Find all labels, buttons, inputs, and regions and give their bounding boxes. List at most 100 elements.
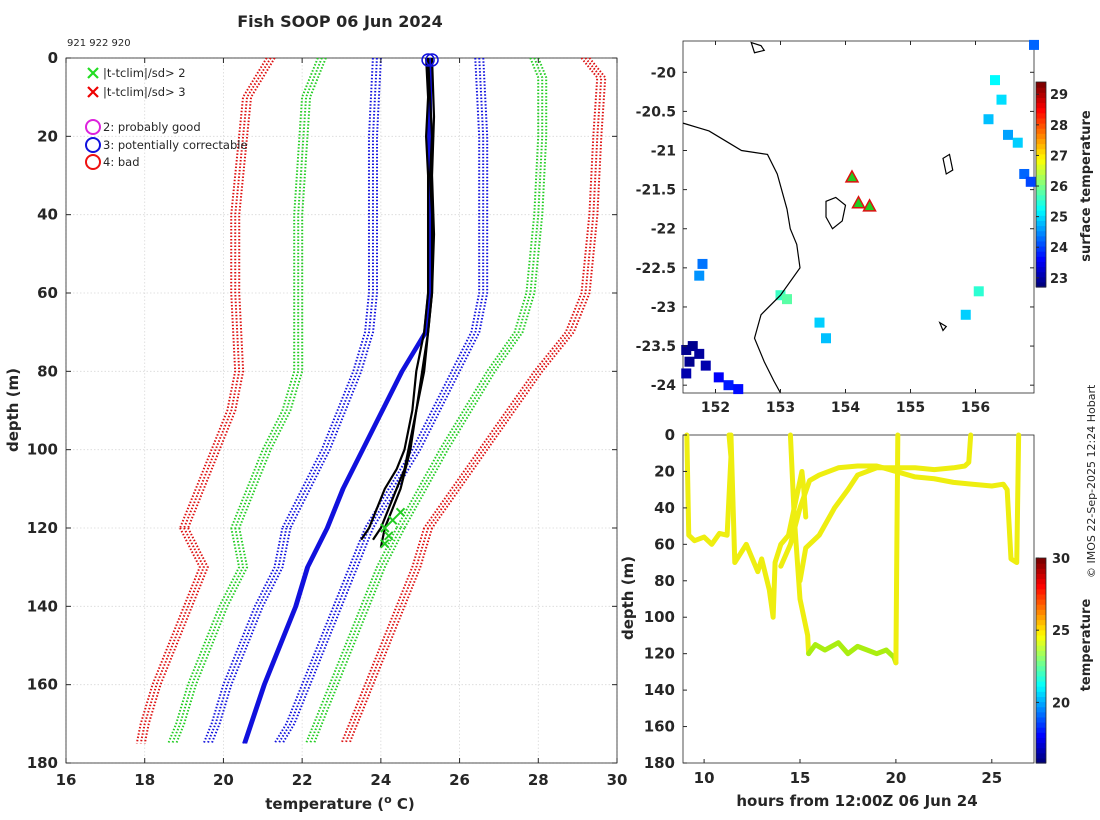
colorbar-segment	[1036, 655, 1046, 662]
colorbar-segment	[1036, 681, 1046, 687]
climatology-line	[281, 527, 374, 744]
observed-profile-line	[372, 57, 434, 541]
sst-pixel	[1025, 176, 1036, 187]
climatology-line	[183, 57, 272, 529]
profile-ticks: 16 18 20 22 24 26 28 30 0 20 40 60 80 100 120 140 160 180	[27, 49, 628, 789]
legend-label: 2: probably good	[103, 120, 201, 134]
colorbar-tick-label: 29	[1050, 88, 1068, 103]
y-tick-label: 180	[27, 754, 58, 772]
colorbar-segment	[1036, 742, 1046, 749]
sst-pixel	[990, 75, 1000, 86]
colorbar-tick-label: 30	[1052, 552, 1070, 567]
climatology-line	[340, 527, 426, 744]
climatology-line	[179, 57, 268, 529]
colorbar-segment	[1036, 665, 1046, 672]
sst-pixel	[694, 348, 705, 359]
td-y-tick-label: 40	[654, 499, 675, 517]
observed-profile-line	[379, 57, 436, 548]
colorbar-tick-label: 26	[1050, 180, 1068, 195]
qc-x-marker	[380, 523, 390, 533]
colorbar-segment	[1036, 593, 1046, 600]
colorbar-segment	[1036, 215, 1046, 221]
profile-panel: 16 18 20 22 24 26 28 30 0 20 40 60 80 100 120 140 160 180…	[4, 49, 627, 813]
depth-track	[778, 432, 1022, 569]
depth-track	[797, 432, 974, 584]
y-tick-label: 40	[37, 206, 58, 224]
climatology-line	[277, 527, 370, 744]
climatology-line	[368, 57, 485, 529]
legend-label: 3: potentially correctable	[103, 138, 248, 152]
colorbar-tick-label: 25	[1052, 624, 1070, 639]
colorbar-frame	[1035, 81, 1047, 288]
colorbar-segment	[1036, 179, 1046, 186]
profile-xlabel: temperature (o C)	[265, 793, 415, 813]
colorbar-segment	[1036, 102, 1046, 109]
colorbar-segment	[1036, 123, 1046, 129]
sst-pixel	[697, 258, 708, 269]
colorbar-tick-label: 20	[1052, 696, 1070, 711]
colorbar-segment	[1036, 757, 1046, 764]
climatology-line	[143, 527, 209, 744]
colorbar-segment	[1036, 747, 1046, 754]
climatology-line	[403, 57, 548, 529]
colorbar-segment	[1036, 624, 1046, 631]
legend-circle-marker	[85, 137, 101, 153]
qc-circle-marker	[421, 53, 435, 67]
colorbar-segment	[1036, 82, 1046, 88]
x-tick-label: 24	[370, 771, 391, 789]
map-axes-box	[682, 40, 1035, 394]
td-y-tick-label: 140	[644, 681, 675, 699]
time-depth-xlabel: hours from 12:00Z 06 Jun 24	[736, 792, 977, 810]
climatology-line	[348, 527, 434, 744]
colorbar-segment	[1036, 629, 1046, 636]
sst-pixel	[1003, 129, 1013, 140]
colorbar-segment	[1036, 246, 1046, 252]
colorbar-segment	[1036, 251, 1046, 257]
colorbar-segment	[1036, 169, 1046, 175]
x-tick-label: 22	[292, 771, 313, 789]
climatology-line	[206, 527, 288, 744]
depth-track	[684, 432, 734, 547]
sst-pixel	[733, 384, 744, 395]
legend-circle-marker	[85, 119, 101, 135]
climatology-line	[344, 527, 430, 744]
colorbar-segment	[1036, 614, 1046, 621]
map-x-tick-label: 154	[831, 400, 860, 416]
colorbar-segment	[1036, 235, 1046, 242]
colorbar-segment	[1036, 686, 1046, 692]
colorbar-segment	[1036, 640, 1046, 646]
sst-pixel	[723, 380, 734, 391]
climatology-line	[139, 527, 205, 744]
sst-pixel	[983, 114, 994, 125]
x-tick-label: 18	[134, 771, 155, 789]
colorbar-segment	[1036, 92, 1046, 98]
climatology-line	[427, 57, 603, 529]
colorbar-segment	[1036, 732, 1046, 738]
x-tick-label: 30	[607, 771, 628, 789]
map-y-tick-label: -24	[651, 378, 677, 394]
observed-profiles	[360, 57, 436, 548]
sst-pixel	[1029, 39, 1039, 50]
reference-profile	[242, 58, 433, 744]
td-y-tick-label: 20	[654, 462, 675, 480]
sst-pixel	[1012, 137, 1023, 148]
sst-pixel	[684, 356, 695, 367]
colorbar-segment	[1036, 609, 1046, 615]
depth-tracks	[684, 432, 1022, 666]
td-x-tick-label: 15	[790, 769, 811, 787]
time-depth-ticks: 10 15 20 25 0 20 40 60 80 100 120 140 160 180	[644, 426, 1003, 787]
colorbar-segment	[1036, 143, 1046, 150]
td-y-tick-label: 0	[665, 426, 675, 444]
depth-track	[787, 432, 812, 657]
colorbar-segment	[1036, 752, 1046, 759]
td-y-tick-label: 120	[644, 645, 675, 663]
sst-pixel	[700, 360, 711, 371]
colorbar-tick-label: 23	[1050, 272, 1068, 287]
climatology-line	[285, 57, 378, 529]
colorbar-segment	[1036, 205, 1046, 211]
colorbar-segment	[1036, 138, 1046, 145]
map-y-tick-label: -23.5	[636, 339, 676, 355]
colorbar-segment	[1036, 210, 1046, 216]
colorbar-segment	[1036, 675, 1046, 682]
x-tick-label: 16	[56, 771, 77, 789]
